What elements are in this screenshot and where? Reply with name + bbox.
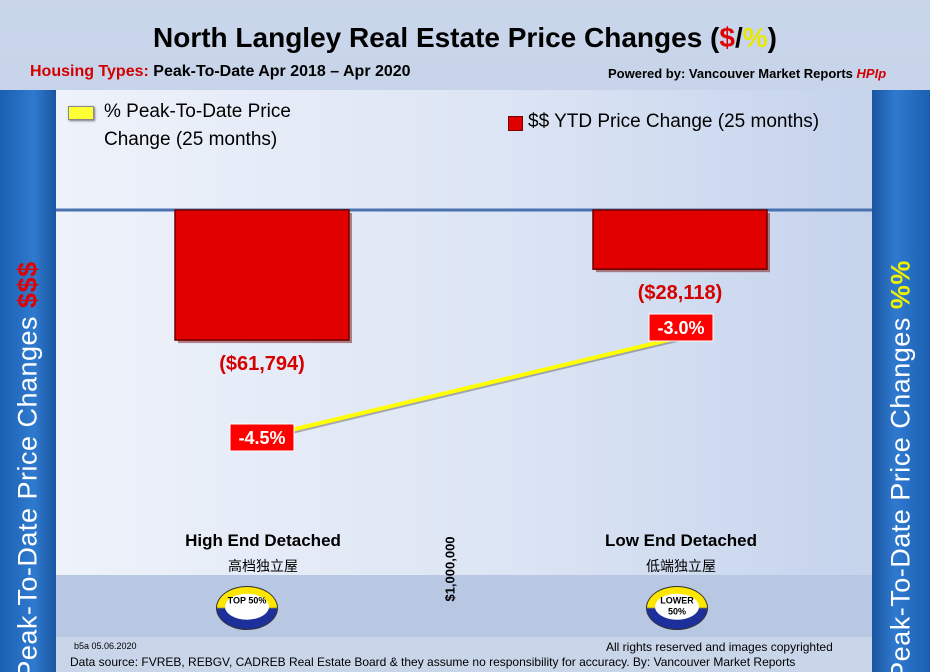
lower-50-badge: LOWER 50% bbox=[646, 586, 708, 630]
lower-50-badge-text: LOWER 50% bbox=[655, 593, 699, 620]
category-label-high-end: High End Detached bbox=[185, 531, 341, 550]
subtitle-powered-by: Powered by: Vancouver Market Reports HPI… bbox=[608, 66, 887, 81]
line-point-label-bg-1 bbox=[648, 313, 714, 342]
line-point-label-bg-0 bbox=[229, 423, 295, 452]
right-axis-panel: Peak-To-Date Price Changes %% bbox=[872, 90, 930, 672]
footer-code: b5a 05.06.2020 bbox=[74, 641, 137, 651]
footer-rights: All rights reserved and images copyright… bbox=[606, 640, 833, 654]
lower-band bbox=[56, 575, 872, 637]
legend-line-swatch bbox=[68, 106, 94, 120]
footer-source: Data source: FVREB, REBGV, CADREB Real E… bbox=[70, 655, 796, 669]
legend-line-label: % Peak-To-Date Price Change (25 months) bbox=[104, 101, 291, 150]
top-50-badge-text: TOP 50% bbox=[225, 593, 269, 620]
top-50-badge: TOP 50% bbox=[216, 586, 278, 630]
line-point-label-0: -4.5% bbox=[238, 428, 285, 448]
category-label-low-end: Low End Detached bbox=[604, 531, 758, 550]
category-label-high-end-cn: 高档独立屋 bbox=[228, 558, 298, 574]
series-line bbox=[261, 335, 682, 439]
subtitle-housing: Housing Types: Peak-To-Date Apr 2018 – A… bbox=[30, 63, 411, 80]
left-axis-panel: Peak-To-Date Price Changes $$$ bbox=[0, 90, 56, 672]
category-label-low-end-cn: 低端独立屋 bbox=[646, 558, 716, 574]
divider-label: $1,000,000 bbox=[442, 536, 458, 602]
line-point-label-1: -3.0% bbox=[657, 318, 704, 338]
chart-title: North Langley Real Estate Price Changes … bbox=[153, 22, 777, 53]
footer-band bbox=[0, 637, 930, 672]
bar-value-label-0: ($61,794) bbox=[219, 353, 305, 375]
bar-0 bbox=[174, 209, 350, 341]
legend-bar-swatch bbox=[508, 116, 523, 131]
legend-bar-label: $$ YTD Price Change (25 months) bbox=[528, 111, 820, 132]
bar-value-label-1: ($28,118) bbox=[638, 282, 723, 304]
bar-1 bbox=[592, 209, 768, 270]
